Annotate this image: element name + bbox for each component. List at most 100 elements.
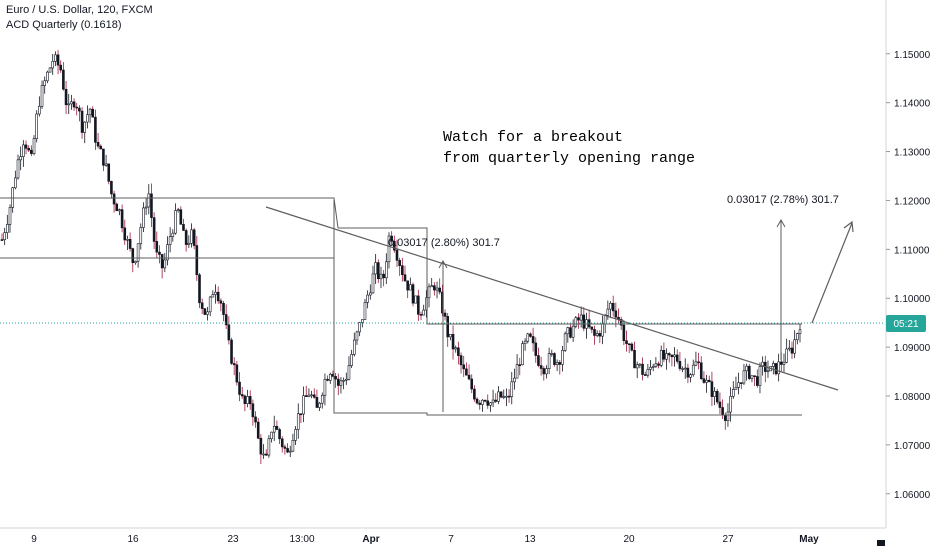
candle-body: [638, 363, 642, 366]
candle-body: [72, 101, 76, 108]
candle-body: [475, 398, 479, 404]
candle-body: [267, 438, 271, 456]
candle-body: [590, 326, 594, 330]
candle-body: [657, 363, 660, 366]
price-axis[interactable]: 1.06000 1.07000 1.08000 1.09000 1.10000 1.110…: [886, 50, 931, 501]
candle-body: [502, 396, 506, 398]
candle-body: [158, 251, 161, 255]
candle-body: [542, 368, 546, 375]
candle-body: [734, 386, 738, 390]
candle-body: [256, 421, 260, 439]
descending-trendline[interactable]: [265, 206, 839, 391]
candle-body: [569, 327, 572, 338]
candle-body: [473, 388, 476, 400]
candle-body: [312, 394, 316, 398]
candle-body: [184, 230, 188, 245]
candle-body: [8, 207, 12, 225]
q2-range-box: [338, 227, 802, 325]
candle-body: [123, 227, 127, 241]
candle-body: [385, 261, 388, 279]
price-tick-label: 1.13000: [894, 148, 931, 159]
candle-body: [152, 217, 156, 242]
candle-body: [515, 364, 519, 379]
candle-body: [344, 378, 348, 381]
candle-body: [369, 292, 372, 296]
candle-body: [270, 431, 273, 440]
candle-body: [777, 361, 780, 375]
time-axis[interactable]: 9 16 23 13:00 Apr 7 13 20 27 May: [31, 534, 819, 545]
candle-body: [683, 367, 687, 370]
candle-body: [467, 374, 471, 380]
candle-body: [433, 285, 436, 291]
candle-body: [168, 236, 172, 245]
candle-body: [513, 377, 516, 383]
candle-body: [707, 379, 711, 382]
candle-body: [54, 54, 57, 62]
candle-body: [142, 207, 145, 228]
candle-body: [275, 425, 279, 430]
candle-body: [259, 437, 263, 455]
candle-body: [0, 239, 4, 241]
candle-body: [118, 209, 121, 212]
candle-body: [24, 144, 28, 149]
candle-body: [774, 363, 778, 375]
candle-body: [283, 446, 287, 449]
candle-body: [232, 363, 236, 366]
candle-body: [320, 394, 324, 404]
candle-body: [192, 229, 196, 246]
candle-body: [99, 145, 103, 150]
candle-body: [521, 343, 524, 366]
candle-body: [523, 340, 527, 344]
candle-body: [200, 302, 204, 309]
candle-body: [630, 343, 634, 351]
candle-body: [112, 193, 116, 205]
candle-body: [240, 394, 244, 397]
candle-body: [102, 148, 105, 166]
projection-arrow: [811, 222, 853, 324]
candle-body: [371, 273, 375, 294]
candle-body: [646, 368, 650, 376]
candle-body: [104, 163, 108, 166]
candle-body: [230, 339, 233, 364]
candle-body: [627, 343, 631, 346]
candle-body: [739, 382, 743, 384]
candle-body: [665, 353, 668, 360]
candle-body: [766, 370, 770, 373]
candle-body: [174, 210, 177, 234]
candle-body: [307, 394, 311, 397]
candle-body: [673, 354, 676, 358]
candle-body: [745, 365, 748, 372]
candle-body: [427, 286, 431, 299]
candle-body: [227, 324, 231, 341]
candle-body: [248, 396, 252, 405]
q2-low-box: [333, 200, 802, 416]
candle-body: [262, 453, 265, 456]
candle-body: [788, 347, 791, 350]
candle-body: [326, 378, 329, 381]
candle-body: [449, 334, 452, 338]
candle-body: [406, 280, 409, 291]
candle-body: [219, 300, 223, 304]
tradingview-logo-icon: [877, 540, 885, 546]
candle-body: [62, 69, 65, 90]
candle-body: [6, 224, 9, 233]
candle-body: [27, 148, 30, 151]
candle-body: [115, 203, 119, 212]
candle-body: [577, 317, 580, 321]
candle-body: [347, 365, 351, 380]
candle-body: [497, 391, 500, 402]
candle-body: [758, 366, 762, 386]
symbol-title: Euro / U.S. Dollar, 120, FXCM: [6, 4, 153, 16]
candle-body: [32, 138, 36, 154]
candle-body: [238, 381, 241, 395]
candle-body: [649, 366, 652, 370]
candle-body: [438, 287, 441, 293]
candle-body: [390, 235, 393, 242]
candle-body: [798, 329, 802, 334]
candle-body: [550, 353, 554, 355]
price-tick-label: 1.09000: [894, 343, 931, 354]
candle-body: [670, 354, 674, 358]
candle-body: [796, 333, 799, 341]
candle-body: [526, 333, 530, 342]
